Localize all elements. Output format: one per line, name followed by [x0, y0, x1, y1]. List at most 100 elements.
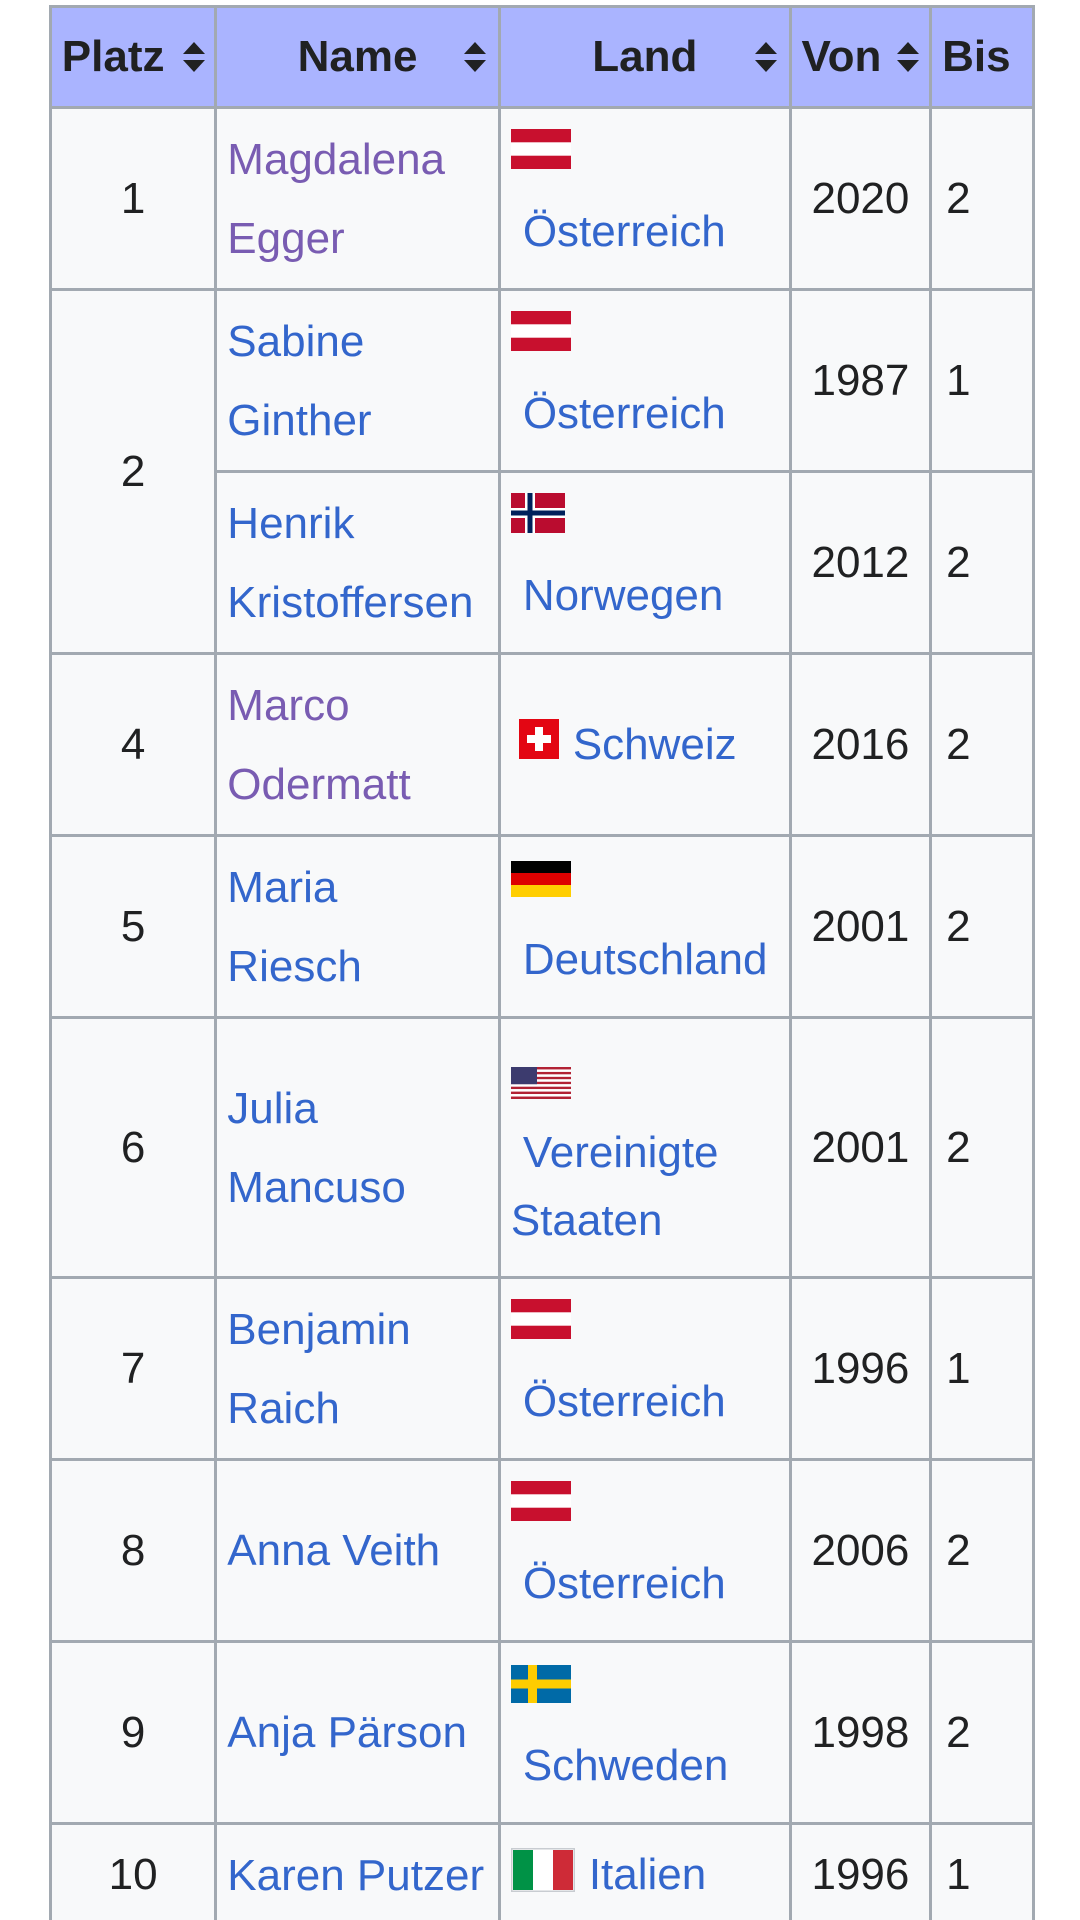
athlete-link[interactable]: Henrik Kristoffersen: [227, 499, 473, 627]
table-viewport[interactable]: Platz Name Land Von Bis 1 Magdalena Egger Ö…: [49, 5, 1035, 1920]
norway-flag-icon: [510, 479, 565, 558]
athlete-link[interactable]: Marco Odermatt: [227, 681, 410, 809]
name-cell: Karen Putzer: [214, 1822, 501, 1920]
table-row: 2 Sabine Ginther Österreich 1987 1: [49, 288, 1035, 655]
table-row: 1 Magdalena Egger Österreich 2020 2: [49, 106, 1035, 291]
land-cell: Schweden: [497, 1640, 792, 1825]
von-cell: 2016: [788, 652, 933, 837]
country-name-part: Staaten: [510, 1195, 663, 1245]
bis-cell: 2: [929, 652, 1035, 837]
bis-cell: 1: [929, 1822, 1035, 1920]
header-name-label: Name: [297, 32, 418, 81]
bis-cell: 2: [929, 470, 1035, 655]
athlete-name-part: Sabine: [227, 316, 365, 366]
name-cell: Benjamin Raich: [214, 1276, 501, 1461]
austria-flag-icon: [510, 1285, 571, 1364]
country-link[interactable]: Schweiz: [572, 719, 737, 769]
platz-cell: 9: [49, 1640, 218, 1825]
table-row: 8 Anna Veith Österreich 2006 2: [49, 1458, 1035, 1643]
bis-cell: 1: [929, 1276, 1035, 1461]
country-link[interactable]: Italien: [588, 1850, 707, 1899]
platz-cell: 7: [49, 1276, 218, 1461]
country-link[interactable]: Vereinigte Staaten: [511, 1116, 779, 1246]
von-cell: 2001: [788, 834, 933, 1019]
country-link[interactable]: Schweden: [522, 1740, 729, 1790]
athlete-name-part: Ginther: [227, 395, 372, 445]
athlete-link[interactable]: Anna Veith: [227, 1526, 441, 1575]
bis-cell: 2: [929, 834, 1035, 1019]
country-link[interactable]: Österreich: [522, 388, 726, 438]
bis-cell: 2: [929, 1640, 1035, 1825]
table-row: Henrik Kristoffersen Norwegen 2012 2: [51, 470, 1035, 655]
header-von[interactable]: Von: [788, 5, 933, 109]
platz-cell: 6: [49, 1016, 218, 1279]
athlete-link[interactable]: Benjamin Raich: [227, 1305, 410, 1433]
name-cell: Henrik Kristoffersen: [214, 470, 501, 655]
country-link[interactable]: Österreich: [522, 1376, 726, 1426]
table-row: 4 Marco Odermatt Schweiz 2016 2: [49, 652, 1035, 837]
athlete-name-part: Henrik: [227, 498, 355, 548]
land-cell: Österreich: [497, 288, 792, 473]
platz-cell: 8: [49, 1458, 218, 1643]
austria-flag-icon: [510, 1467, 571, 1546]
table-row: 5 Maria Riesch Deutschland 2001 2: [49, 834, 1035, 1019]
name-cell: Anja Pärson: [214, 1640, 501, 1825]
athlete-name-part: Raich: [227, 1383, 340, 1433]
sort-icon[interactable]: [754, 42, 777, 72]
athlete-link[interactable]: Sabine Ginther: [227, 317, 371, 445]
athlete-name-part: Mancuso: [227, 1162, 406, 1212]
country-link[interactable]: Deutschland: [522, 934, 768, 984]
land-cell: Österreich: [497, 1276, 792, 1461]
bis-cell: 1: [929, 288, 1035, 473]
header-platz[interactable]: Platz: [49, 5, 218, 109]
von-cell: 1987: [788, 288, 933, 473]
sort-icon[interactable]: [182, 42, 205, 72]
athlete-name-part: Maria: [227, 862, 338, 912]
table-row: 6 Julia Mancuso Vereinigte Staaten 2001 2: [49, 1016, 1035, 1279]
land-cell: Vereinigte Staaten: [497, 1016, 792, 1279]
austria-flag-icon: [510, 297, 571, 376]
header-name[interactable]: Name: [214, 5, 501, 109]
von-cell: 1998: [788, 1640, 933, 1825]
land-cell: Österreich: [497, 1458, 792, 1643]
name-cell: Marco Odermatt: [214, 652, 501, 837]
athlete-link[interactable]: Julia Mancuso: [227, 1084, 406, 1212]
header-platz-label: Platz: [61, 32, 165, 81]
athlete-link[interactable]: Magdalena Egger: [227, 135, 445, 263]
bis-cell: 2: [929, 1458, 1035, 1643]
table-row: 9 Anja Pärson Schweden 1998 2: [49, 1640, 1035, 1825]
platz-cell: 4: [49, 652, 218, 837]
platz-cell: 10: [49, 1822, 218, 1920]
table-row: 10 Karen Putzer Italien 1996 1: [49, 1822, 1035, 1920]
von-cell: 2020: [788, 106, 933, 291]
athlete-name-part: Benjamin: [227, 1304, 411, 1354]
austria-flag-icon: [510, 115, 571, 194]
bis-cell: 2: [929, 106, 1035, 291]
name-cell: Julia Mancuso: [214, 1016, 501, 1279]
platz-cell: 5: [49, 834, 218, 1019]
von-cell: 2001: [788, 1016, 933, 1279]
land-cell: Italien: [497, 1822, 792, 1920]
platz-cell: 2: [49, 288, 218, 655]
country-link[interactable]: Norwegen: [522, 570, 724, 620]
land-cell: Schweiz: [497, 652, 792, 837]
athlete-name-part: Magdalena: [227, 134, 446, 184]
header-land[interactable]: Land: [497, 5, 792, 109]
country-name-part: Vereinigte: [522, 1127, 719, 1177]
country-link[interactable]: Österreich: [522, 1558, 726, 1608]
sort-icon[interactable]: [463, 42, 486, 72]
sort-icon[interactable]: [897, 42, 920, 72]
platz-cell: 1: [49, 106, 218, 291]
header-bis[interactable]: Bis: [929, 5, 1035, 109]
athlete-name-part: Riesch: [227, 941, 362, 991]
athlete-link[interactable]: Anja Pärson: [227, 1708, 467, 1757]
land-cell: Norwegen: [497, 470, 792, 655]
athlete-link[interactable]: Karen Putzer: [227, 1850, 485, 1900]
name-cell: Maria Riesch: [214, 834, 501, 1019]
header-bis-label: Bis: [942, 32, 1011, 81]
athlete-link[interactable]: Maria Riesch: [227, 863, 362, 991]
country-link[interactable]: Österreich: [522, 206, 726, 256]
athlete-name-part: Marco: [227, 680, 350, 730]
athlete-name-part: Egger: [227, 213, 345, 263]
name-cell: Magdalena Egger: [214, 106, 501, 291]
